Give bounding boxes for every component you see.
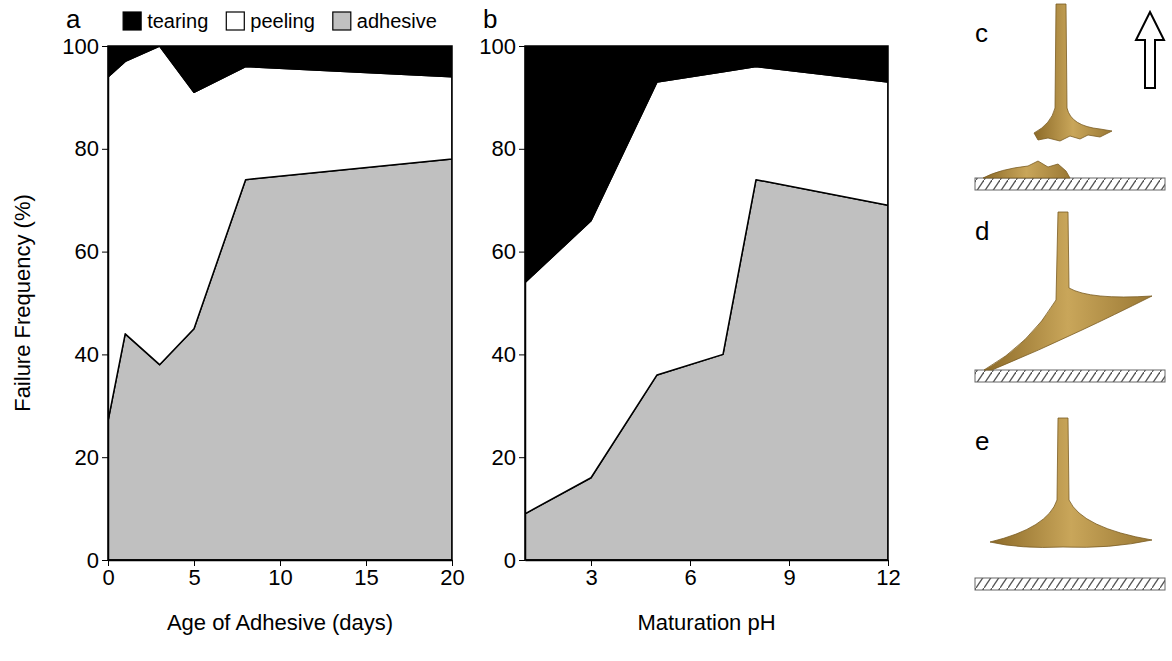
legend-swatch: [333, 12, 351, 30]
figure: 05101520020406080100Age of Adhesive (day…: [0, 0, 1172, 661]
y-axis-line: [525, 47, 527, 561]
y-tick-mark: [519, 149, 525, 150]
legend-item: adhesive: [333, 10, 437, 32]
y-tick: 40: [492, 342, 525, 367]
x-tick-label: 5: [188, 565, 200, 590]
legend-label: tearing: [147, 10, 208, 32]
x-tick-label: 15: [354, 565, 378, 590]
panel-1: 3 6 9 12 0 20 40 60 80 100 Maturation pH b: [479, 4, 900, 635]
x-axis-title: Age of Adhesive (days): [167, 610, 393, 635]
x-tick: 12: [876, 560, 900, 590]
y-tick-mark: [519, 46, 525, 47]
x-tick: 20: [440, 560, 464, 590]
plot-frame: [108, 46, 452, 560]
y-tick-label: 100: [62, 34, 99, 59]
y-tick-mark: [519, 354, 525, 355]
y-tick-label: 40: [75, 342, 99, 367]
panel-label: b: [483, 4, 497, 34]
x-tick: 15: [354, 560, 378, 590]
y-tick-label: 80: [492, 136, 516, 161]
x-tick-label: 12: [876, 565, 900, 590]
x-tick-label: 10: [268, 565, 292, 590]
x-tick: 5: [188, 560, 200, 590]
x-tick-label: 20: [440, 565, 464, 590]
diagrams: c d e: [975, 4, 1165, 590]
x-tick: 0: [102, 560, 114, 590]
plot-area: [525, 46, 888, 560]
x-tick: 3: [585, 560, 597, 590]
x-tick-label: 0: [102, 565, 114, 590]
substrate: [975, 578, 1165, 590]
y-tick-mark: [102, 252, 108, 253]
y-tick: 80: [75, 136, 108, 161]
x-axis-line: [526, 560, 889, 562]
y-tick-mark: [519, 457, 525, 458]
disc-fragment: [983, 161, 1070, 178]
y-tick: 0: [504, 548, 525, 573]
y-tick: 80: [492, 136, 525, 161]
x-tick: 9: [783, 560, 795, 590]
x-tick: 10: [268, 560, 292, 590]
y-tick-label: 80: [75, 136, 99, 161]
y-tick: 60: [75, 239, 108, 264]
y-tick-label: 100: [479, 34, 516, 59]
area-tearing: [108, 46, 452, 92]
legend: tearing peeling adhesive: [123, 10, 437, 32]
x-tick: 6: [684, 560, 696, 590]
y-tick-label: 20: [75, 445, 99, 470]
x-tick-label: 6: [684, 565, 696, 590]
y-tick-label: 20: [492, 445, 516, 470]
tube-foot: [984, 212, 1152, 370]
legend-item: tearing: [123, 10, 208, 32]
y-axis: 0 20 40 60 80 100: [479, 34, 525, 573]
y-tick-label: 0: [87, 548, 99, 573]
substrate: [975, 178, 1165, 190]
substrate: [975, 370, 1165, 382]
x-axis: 0 5 10 15 20: [102, 560, 464, 590]
y-tick: 20: [75, 445, 108, 470]
y-tick: 20: [492, 445, 525, 470]
y-tick-mark: [102, 149, 108, 150]
x-tick-label: 3: [585, 565, 597, 590]
plot-frame: [525, 46, 888, 560]
panel-0: 0 5 10 15 20 0 20 40 60 80 100 Age of Adhesive (day…: [10, 4, 465, 635]
y-axis: 0 20 40 60 80 100: [62, 34, 108, 573]
y-tick: 60: [492, 239, 525, 264]
panel-label: a: [66, 4, 81, 34]
y-tick-mark: [519, 252, 525, 253]
diagram-label: e: [975, 426, 989, 456]
legend-swatch: [123, 12, 141, 30]
y-tick: 40: [75, 342, 108, 367]
tube-foot: [990, 418, 1152, 547]
x-tick-label: 9: [783, 565, 795, 590]
y-tick-mark: [102, 46, 108, 47]
y-tick: 100: [62, 34, 108, 59]
legend-label: peeling: [250, 10, 315, 32]
pull-arrow: [1136, 12, 1164, 88]
x-axis: 3 6 9 12: [526, 560, 901, 590]
y-tick-label: 0: [504, 548, 516, 573]
area-peeling: [108, 46, 452, 421]
y-tick-mark: [102, 457, 108, 458]
legend-item: peeling: [226, 10, 315, 32]
y-tick-mark: [102, 560, 108, 561]
tube-foot: [1034, 4, 1112, 141]
y-tick-label: 60: [492, 239, 516, 264]
y-tick: 100: [479, 34, 525, 59]
diagram-label: d: [975, 216, 989, 246]
y-tick: 0: [87, 548, 108, 573]
y-axis-title: Failure Frequency (%): [10, 194, 35, 412]
y-axis-line: [108, 47, 110, 561]
y-tick-label: 60: [75, 239, 99, 264]
diagram-label: c: [975, 18, 988, 48]
area-tearing: [525, 46, 888, 282]
x-axis-title: Maturation pH: [637, 610, 775, 635]
plot-area: [108, 46, 452, 560]
y-tick-label: 40: [492, 342, 516, 367]
legend-swatch: [226, 12, 244, 30]
y-tick-mark: [102, 354, 108, 355]
y-tick-mark: [519, 560, 525, 561]
legend-label: adhesive: [357, 10, 437, 32]
